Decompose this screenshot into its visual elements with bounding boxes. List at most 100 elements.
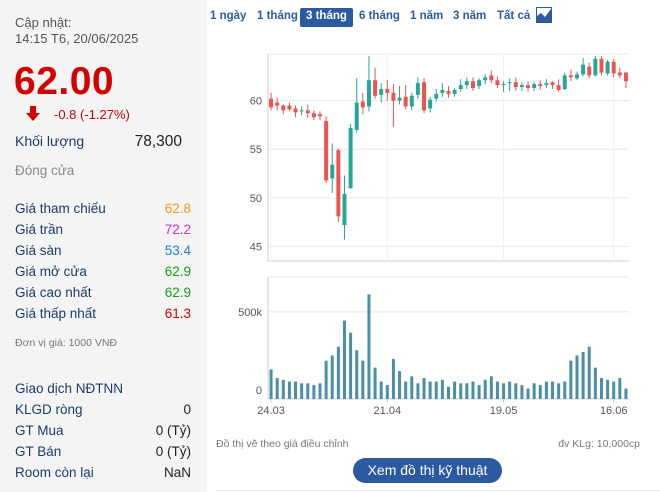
chart-grid (267, 53, 629, 403)
stat-row-floor: Giá sàn 53.4 (15, 243, 191, 258)
volume-bar (453, 381, 457, 399)
foreign-value: 0 (183, 402, 191, 417)
area-chart-icon[interactable] (536, 7, 552, 23)
candle-body (366, 80, 371, 107)
candle-body (348, 127, 353, 189)
adjusted-price-note: Đồ thị vẽ theo giá điều chỉnh (216, 438, 349, 450)
candle-body (305, 110, 310, 114)
tab-1-year[interactable]: 1 năm (410, 10, 444, 22)
volume-bar (428, 381, 432, 399)
volume-bar (422, 378, 426, 399)
candle-body (611, 61, 616, 74)
volume-bar (502, 383, 506, 399)
stat-value: 62.9 (164, 264, 191, 279)
unit-note: Đơn vị giá: 1000 VNĐ (15, 337, 118, 349)
stat-label: Giá sàn (15, 243, 62, 258)
foreign-row-room: Room còn lại NaN (15, 465, 191, 480)
stat-label: Giá trần (15, 222, 64, 237)
stat-value: 72.2 (164, 222, 191, 237)
candle-body (477, 80, 482, 87)
stat-value: 62.9 (164, 285, 191, 300)
foreign-label: GT Bán (15, 444, 62, 459)
candle-body (397, 97, 402, 101)
candle-body (354, 102, 359, 130)
stat-value: 61.3 (164, 306, 191, 321)
candle-body (519, 85, 524, 88)
volume-bar (624, 388, 628, 399)
candle-body (428, 99, 433, 109)
volume-bar (434, 381, 438, 399)
stat-row-low: Giá thấp nhất 61.3 (15, 306, 191, 321)
candle-body (318, 114, 323, 117)
volume-bar (514, 383, 518, 399)
price-tick-label: 55 (250, 144, 262, 156)
tab-3-months[interactable]: 3 tháng (300, 8, 353, 27)
stat-row-open: Giá mở cửa 62.9 (15, 264, 191, 279)
candle-body (617, 72, 622, 76)
foreign-row-header: Giao dịch NĐTNN (15, 381, 191, 396)
volume-bar (330, 355, 334, 399)
updated-label: Cập nhật: (15, 15, 72, 30)
candle-body (452, 89, 457, 94)
volume-bar (563, 381, 567, 399)
foreign-label: KLGD ròng (15, 402, 83, 417)
candle-body (483, 77, 488, 81)
volume-bar (324, 360, 328, 399)
volume-bar (544, 381, 548, 399)
tab-1-day[interactable]: 1 ngày (210, 10, 247, 22)
volume-bar (300, 383, 304, 399)
candle-body (299, 110, 304, 112)
volume-bar (538, 385, 542, 399)
stat-label: Giá mở cửa (15, 264, 87, 279)
price-tick-label: 45 (250, 241, 262, 253)
stat-row-high: Giá cao nhất 62.9 (15, 285, 191, 300)
volume-bar (398, 371, 402, 399)
volume-bar (569, 360, 573, 399)
volume-bar (612, 381, 616, 399)
date-tick-label: 21.04 (374, 405, 402, 417)
candle-body (360, 101, 365, 108)
current-price: 62.00 (14, 60, 115, 103)
date-tick-label: 24.03 (257, 405, 285, 417)
technical-chart-button[interactable]: Xem đồ thị kỹ thuật (353, 458, 502, 483)
volume-value: 78,300 (134, 133, 182, 150)
axis-labels: 45 50 55 60 500k 0 24.03 21.04 19.05 16.06 (238, 96, 627, 417)
foreign-row-net: KLGD ròng 0 (15, 402, 191, 417)
volume-bar (318, 383, 322, 399)
candle-body (605, 61, 610, 74)
volume-bar (410, 376, 414, 399)
volume-bar (349, 332, 353, 399)
volume-bar (557, 383, 561, 399)
volume-bar (416, 383, 420, 399)
candle-body (434, 93, 439, 99)
candle-body (440, 89, 445, 93)
tab-all[interactable]: Tất cả (497, 10, 531, 22)
volume-bar (526, 388, 530, 399)
tab-6-months[interactable]: 6 tháng (359, 10, 400, 22)
volume-bar (495, 381, 499, 399)
tab-1-month[interactable]: 1 tháng (257, 10, 298, 22)
candle-body (507, 82, 512, 84)
candle-body (526, 85, 531, 89)
date-tick-label: 16.06 (600, 405, 628, 417)
candle-body (269, 98, 274, 108)
volume-label: Khối lượng (15, 133, 85, 149)
arrow-down-icon (26, 106, 40, 121)
candle-body (324, 121, 329, 181)
volume-bar (269, 369, 273, 399)
candle-body (293, 108, 298, 113)
volume-bar (373, 367, 377, 399)
candle-body (281, 105, 286, 111)
volume-bar (587, 346, 591, 399)
candle-body (422, 82, 427, 111)
candle-body (532, 84, 537, 89)
foreign-row-buy: GT Mua 0 (Tỷ) (15, 423, 191, 438)
volume-bar (440, 379, 444, 399)
tab-3-years[interactable]: 3 năm (453, 10, 487, 22)
candle-body (538, 84, 543, 87)
foreign-label: Room còn lại (15, 465, 94, 480)
volume-bar (355, 350, 359, 399)
candle-body (379, 88, 384, 95)
candle-body (623, 72, 628, 82)
